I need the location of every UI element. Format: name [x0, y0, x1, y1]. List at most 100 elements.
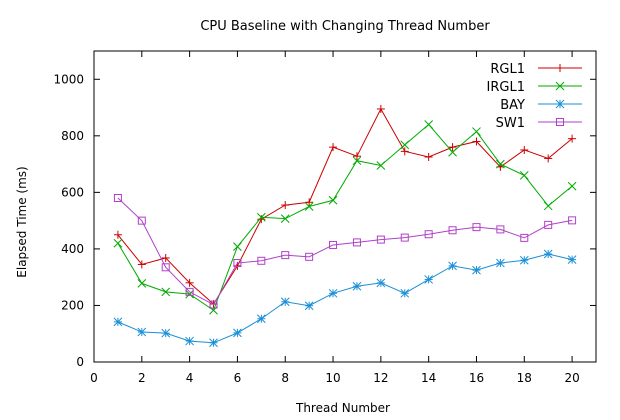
data-point-bay — [352, 281, 362, 291]
data-point-irgl1 — [376, 161, 386, 170]
data-point-rgl1 — [376, 104, 385, 113]
data-point-rgl1 — [520, 145, 529, 154]
data-point-irgl1 — [185, 289, 194, 299]
data-point-bay — [256, 314, 266, 324]
data-point-irgl1 — [352, 156, 362, 166]
y-tick-label: 1000 — [53, 72, 84, 86]
data-point-bay — [137, 327, 147, 337]
data-point-rgl1 — [424, 153, 433, 162]
x-tick-label: 8 — [281, 371, 289, 385]
series-bay — [113, 249, 577, 348]
x-tick-label: 0 — [90, 371, 98, 385]
data-point-bay — [185, 336, 194, 346]
data-point-irgl1 — [209, 305, 218, 315]
y-tick-label: 800 — [61, 129, 84, 143]
y-axis-label: Elapsed Time (ms) — [15, 166, 29, 277]
data-point-irgl1 — [161, 287, 171, 297]
x-tick-label: 2 — [138, 371, 146, 385]
legend-label-bay: BAY — [500, 98, 525, 113]
series-layer — [113, 104, 577, 348]
data-point-bay — [113, 317, 123, 327]
legend-marker-irgl1 — [555, 81, 565, 91]
x-tick-label: 6 — [234, 371, 242, 385]
data-point-rgl1 — [472, 137, 481, 146]
data-point-sw1 — [400, 233, 409, 242]
plot-frame — [93, 50, 597, 363]
data-point-rgl1 — [329, 143, 338, 152]
data-point-irgl1 — [256, 212, 266, 222]
data-point-irgl1 — [400, 140, 410, 150]
data-point-sw1 — [496, 225, 505, 234]
data-point-sw1 — [305, 252, 314, 261]
data-point-sw1 — [376, 235, 385, 244]
data-point-irgl1 — [137, 279, 147, 288]
data-point-rgl1 — [281, 201, 290, 210]
x-tick-label: 12 — [373, 371, 388, 385]
data-point-irgl1 — [567, 181, 577, 191]
data-point-bay — [328, 288, 338, 298]
data-point-irgl1 — [280, 214, 290, 224]
legend: RGL1 IRGL1 BAY SW1 — [487, 62, 582, 131]
data-point-irgl1 — [304, 202, 314, 211]
chart-title: CPU Baseline with Changing Thread Number — [200, 19, 490, 34]
data-point-bay — [519, 255, 529, 265]
data-point-rgl1 — [137, 260, 146, 269]
legend-marker-sw1 — [556, 118, 564, 126]
data-point-rgl1 — [352, 152, 361, 161]
x-tick-label: 4 — [186, 371, 194, 385]
data-point-rgl1 — [400, 147, 409, 156]
data-point-irgl1 — [543, 201, 553, 211]
y-tick-label: 400 — [61, 242, 84, 256]
data-point-sw1 — [161, 263, 170, 272]
data-point-bay — [376, 278, 386, 288]
y-tick-label: 200 — [61, 298, 84, 312]
data-point-bay — [496, 258, 505, 268]
data-point-sw1 — [137, 216, 146, 225]
data-point-irgl1 — [472, 127, 481, 136]
data-point-rgl1 — [448, 143, 457, 152]
data-point-bay — [472, 265, 481, 275]
data-point-rgl1 — [305, 198, 314, 207]
legend-marker-bay — [555, 99, 565, 109]
data-point-irgl1 — [113, 238, 123, 248]
x-tick-label: 10 — [325, 371, 340, 385]
data-point-sw1 — [448, 226, 457, 235]
data-point-irgl1 — [233, 242, 242, 252]
data-point-rgl1 — [185, 278, 194, 287]
data-point-bay — [304, 301, 314, 311]
series-rgl1 — [113, 104, 577, 309]
series-irgl1 — [113, 120, 577, 315]
data-point-rgl1 — [544, 154, 553, 163]
legend-marker-rgl1 — [556, 64, 564, 72]
legend-label-sw1: SW1 — [496, 116, 525, 131]
data-point-bay — [233, 328, 242, 338]
x-tick-label: 16 — [469, 371, 484, 385]
series-line-rgl1 — [117, 107, 573, 305]
data-point-irgl1 — [496, 159, 505, 169]
data-point-sw1 — [209, 300, 218, 309]
data-point-bay — [567, 255, 577, 265]
x-axis-label: Thread Number — [295, 401, 390, 415]
data-point-irgl1 — [328, 195, 338, 205]
data-point-bay — [209, 338, 218, 348]
data-point-bay — [280, 297, 290, 307]
data-point-irgl1 — [448, 147, 457, 157]
data-point-sw1 — [185, 287, 194, 296]
data-point-bay — [448, 261, 457, 271]
x-tick-label: 14 — [421, 371, 436, 385]
data-point-irgl1 — [424, 120, 434, 129]
y-tick-label: 0 — [76, 355, 84, 369]
series-sw1 — [113, 194, 577, 309]
data-point-rgl1 — [113, 230, 122, 239]
data-point-irgl1 — [519, 171, 529, 180]
data-point-sw1 — [329, 240, 338, 249]
data-point-bay — [543, 249, 553, 259]
data-point-rgl1 — [161, 253, 170, 262]
data-point-sw1 — [472, 223, 481, 232]
data-point-sw1 — [281, 251, 290, 260]
data-point-sw1 — [113, 194, 122, 203]
legend-label-rgl1: RGL1 — [490, 62, 525, 77]
